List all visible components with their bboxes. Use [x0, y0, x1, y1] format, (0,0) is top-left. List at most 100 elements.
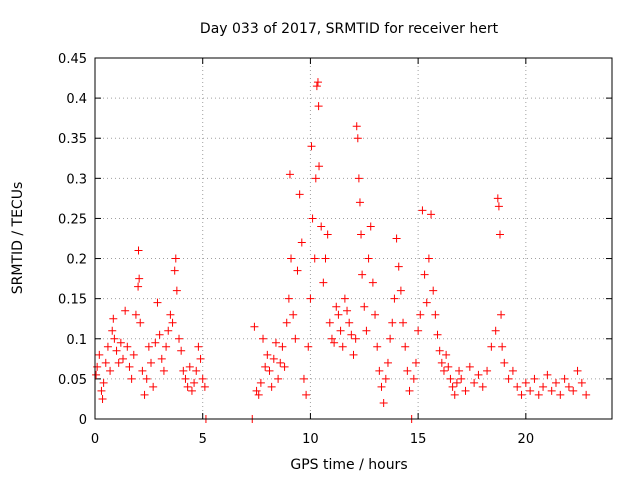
data-point [289, 310, 298, 319]
data-point [500, 358, 509, 367]
data-point [414, 326, 423, 335]
data-point [312, 82, 321, 91]
data-point [478, 382, 487, 391]
data-point [307, 142, 316, 151]
data-point [461, 386, 470, 395]
data-point [153, 298, 162, 307]
data-point [151, 338, 160, 347]
data-point [278, 342, 287, 351]
data-point [493, 194, 502, 203]
data-point [569, 386, 578, 395]
data-point [314, 102, 323, 111]
data-point [200, 382, 209, 391]
data-point [171, 254, 180, 263]
data-point [494, 202, 503, 211]
data-point [392, 234, 401, 243]
y-tick-label: 0.15 [58, 293, 87, 308]
data-point [295, 190, 304, 199]
plot-frame [94, 57, 613, 420]
data-point [103, 342, 112, 351]
y-tick-label: 0.3 [66, 172, 87, 187]
data-point [386, 334, 395, 343]
data-point [276, 358, 285, 367]
data-point [513, 382, 522, 391]
data-point [134, 282, 143, 291]
data-point [159, 366, 168, 375]
data-point [547, 386, 556, 395]
data-point [138, 366, 147, 375]
y-tick-label: 0 [79, 413, 87, 428]
data-point [388, 318, 397, 327]
data-point [399, 318, 408, 327]
data-point [332, 302, 341, 311]
x-tick-label: 5 [199, 432, 207, 447]
data-point [442, 350, 451, 359]
data-point [371, 310, 380, 319]
data-point [157, 354, 166, 363]
data-point [362, 326, 371, 335]
data-point [330, 338, 339, 347]
data-point [304, 342, 313, 351]
data-point [345, 318, 354, 327]
data-point [343, 306, 352, 315]
chart-title: Day 033 of 2017, SRMTID for receiver her… [200, 21, 499, 37]
data-point [252, 386, 261, 395]
data-point [136, 318, 145, 327]
data-point [483, 366, 492, 375]
data-point [405, 386, 414, 395]
data-point [338, 342, 347, 351]
data-point [147, 358, 156, 367]
data-point [321, 254, 330, 263]
data-point [364, 254, 373, 263]
data-point [190, 378, 199, 387]
data-point [457, 374, 466, 383]
data-point [306, 294, 315, 303]
data-point [142, 374, 151, 383]
grid-lines [95, 58, 612, 419]
data-point [539, 382, 548, 391]
data-point [123, 342, 132, 351]
data-point [383, 358, 392, 367]
data-point [129, 350, 138, 359]
data-point [526, 386, 535, 395]
data-point [435, 346, 444, 355]
data-point [280, 362, 289, 371]
data-point [274, 374, 283, 383]
y-axis-label: SRMTID / TECUs [10, 182, 26, 295]
data-point [452, 378, 461, 387]
data-point [401, 342, 410, 351]
data-point [497, 310, 506, 319]
data-point [119, 354, 128, 363]
data-point [144, 342, 153, 351]
data-point [194, 342, 203, 351]
data-point [127, 374, 136, 383]
data-point [177, 346, 186, 355]
data-point [287, 254, 296, 263]
data-point [317, 222, 326, 231]
data-point [455, 366, 464, 375]
data-point [355, 198, 364, 207]
data-point [181, 374, 190, 383]
data-point [418, 206, 427, 215]
data-point [366, 222, 375, 231]
data-point [110, 334, 119, 343]
data-point [108, 326, 117, 335]
data-point [172, 286, 181, 295]
data-point [311, 174, 320, 183]
data-point [135, 274, 144, 283]
data-point [166, 310, 175, 319]
data-point [323, 230, 332, 239]
data-point [450, 390, 459, 399]
data-point [299, 374, 308, 383]
data-point [487, 342, 496, 351]
data-point [354, 174, 363, 183]
data-point [313, 78, 322, 87]
data-point [162, 342, 171, 351]
y-tick-label: 0.35 [58, 132, 87, 147]
data-point [416, 310, 425, 319]
data-point [573, 366, 582, 375]
data-point [352, 122, 361, 131]
data-point [543, 370, 552, 379]
data-point [267, 382, 276, 391]
